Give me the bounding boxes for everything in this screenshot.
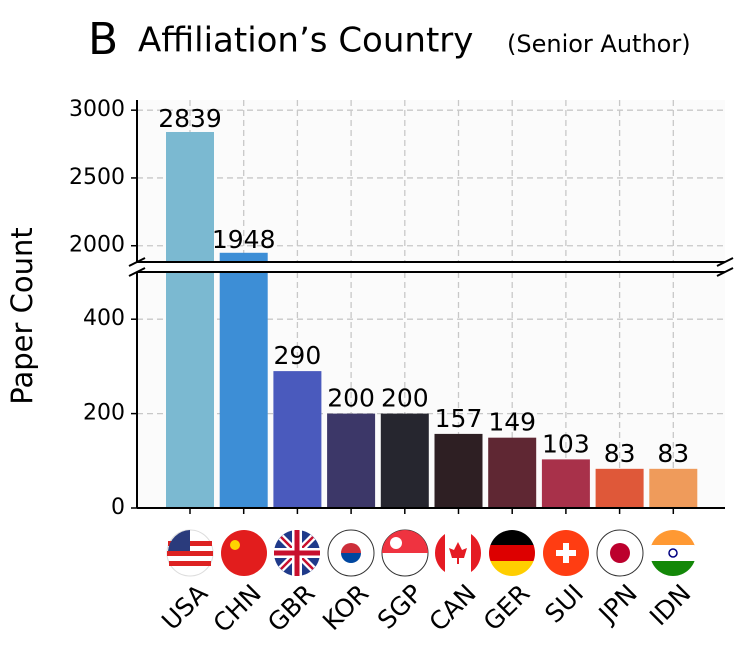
bar [380, 413, 429, 508]
y-tick-label: 400 [83, 306, 125, 331]
bar [488, 437, 537, 508]
x-tick-label: KOR [317, 579, 374, 636]
bar [649, 468, 698, 508]
value-label: 200 [327, 384, 375, 413]
value-label: 290 [274, 341, 322, 370]
y-tick-label: 200 [83, 401, 125, 426]
bar-lower [166, 272, 214, 508]
panel-label: B [88, 14, 118, 65]
break-mark [128, 267, 146, 277]
bar-upper [166, 131, 214, 262]
flag-sgp [381, 529, 429, 577]
flag-idn [650, 530, 696, 576]
flag-chn [221, 530, 267, 576]
value-label: 1948 [212, 225, 276, 254]
y-tick-label: 2500 [69, 165, 125, 190]
value-label: 83 [604, 439, 636, 468]
value-label: 103 [542, 429, 590, 458]
flag-sui [543, 530, 589, 576]
upper-panel [137, 100, 725, 262]
bar [541, 459, 590, 508]
flag-ger [489, 530, 535, 576]
x-tick-label: CAN [424, 579, 482, 637]
bar [273, 371, 322, 508]
bar [434, 433, 483, 508]
y-tick-label: 3000 [69, 97, 125, 122]
x-tick-label: GER [478, 579, 536, 637]
value-label: 157 [435, 404, 483, 433]
y-tick-label: 0 [111, 495, 125, 520]
flag-usa [166, 529, 214, 577]
bar [327, 413, 376, 508]
value-label: 83 [657, 439, 689, 468]
flag-gbr [274, 530, 320, 576]
y-tick-label: 2000 [69, 233, 125, 258]
value-label: 200 [381, 384, 429, 413]
flag-kor [327, 529, 375, 577]
chart-title: Affiliation’s Country [138, 21, 473, 61]
chart-subtitle: (Senior Author) [507, 30, 691, 58]
bar-lower [219, 272, 268, 508]
x-tick-label: CHN [208, 579, 267, 638]
x-tick-label: SUI [539, 579, 589, 629]
flag-can [435, 530, 481, 576]
y-axis-label: Paper Count [5, 227, 39, 404]
break-mark [716, 257, 734, 267]
flags [166, 529, 696, 577]
value-label: 149 [488, 408, 536, 437]
flag-jpn [596, 529, 644, 577]
x-tick-label: GBR [262, 579, 321, 638]
x-tick-label: SGP [372, 579, 428, 635]
x-tick-label: JPN [592, 579, 643, 630]
x-tick-label: USA [156, 579, 213, 636]
break-mark [716, 267, 734, 277]
x-tick-label: IDN [644, 579, 697, 632]
bar [595, 468, 644, 508]
bar-upper [219, 252, 268, 262]
value-label: 2839 [158, 104, 222, 133]
break-mark [128, 257, 146, 267]
